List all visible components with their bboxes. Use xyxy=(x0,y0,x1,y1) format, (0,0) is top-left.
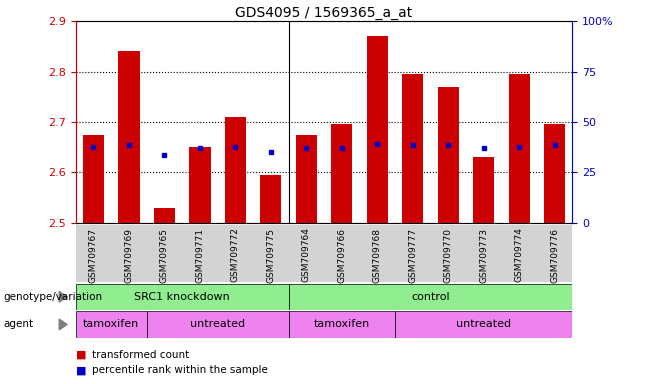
Text: GSM709770: GSM709770 xyxy=(443,227,453,283)
Bar xyxy=(147,311,289,338)
Bar xyxy=(331,124,353,223)
Bar xyxy=(509,74,530,223)
Text: agent: agent xyxy=(3,319,34,329)
Text: tamoxifen: tamoxifen xyxy=(314,319,370,329)
Text: GSM709777: GSM709777 xyxy=(408,227,417,283)
Text: GSM709776: GSM709776 xyxy=(550,227,559,283)
Bar xyxy=(76,284,289,310)
Bar xyxy=(190,147,211,223)
Bar xyxy=(118,51,139,223)
Text: GSM709771: GSM709771 xyxy=(195,227,205,283)
Text: ■: ■ xyxy=(76,365,86,375)
Text: untreated: untreated xyxy=(456,319,511,329)
Text: untreated: untreated xyxy=(190,319,245,329)
Text: control: control xyxy=(411,292,450,302)
Bar xyxy=(224,117,246,223)
Bar xyxy=(438,87,459,223)
Text: GSM709772: GSM709772 xyxy=(231,227,240,282)
FancyArrow shape xyxy=(59,291,67,302)
Text: GSM709764: GSM709764 xyxy=(302,227,311,282)
Text: genotype/variation: genotype/variation xyxy=(3,292,103,302)
Text: GSM709766: GSM709766 xyxy=(338,227,346,283)
Bar xyxy=(83,134,104,223)
Text: SRC1 knockdown: SRC1 knockdown xyxy=(134,292,230,302)
Bar xyxy=(295,134,317,223)
Bar xyxy=(154,208,175,223)
Text: GSM709769: GSM709769 xyxy=(124,227,134,283)
Bar xyxy=(402,74,424,223)
Text: GSM709775: GSM709775 xyxy=(266,227,275,283)
Text: tamoxifen: tamoxifen xyxy=(83,319,139,329)
Text: GSM709768: GSM709768 xyxy=(373,227,382,283)
Text: percentile rank within the sample: percentile rank within the sample xyxy=(92,365,268,375)
Text: GSM709767: GSM709767 xyxy=(89,227,98,283)
Bar xyxy=(289,311,395,338)
Bar xyxy=(76,311,147,338)
Text: transformed count: transformed count xyxy=(92,350,190,360)
Bar xyxy=(544,124,565,223)
Text: GSM709773: GSM709773 xyxy=(479,227,488,283)
Text: GSM709765: GSM709765 xyxy=(160,227,169,283)
Bar xyxy=(289,284,572,310)
Bar xyxy=(473,157,494,223)
FancyArrow shape xyxy=(59,319,67,330)
Text: GSM709774: GSM709774 xyxy=(515,227,524,282)
Bar xyxy=(260,175,282,223)
Text: ■: ■ xyxy=(76,350,86,360)
Bar xyxy=(367,36,388,223)
Bar xyxy=(395,311,572,338)
Title: GDS4095 / 1569365_a_at: GDS4095 / 1569365_a_at xyxy=(236,6,413,20)
